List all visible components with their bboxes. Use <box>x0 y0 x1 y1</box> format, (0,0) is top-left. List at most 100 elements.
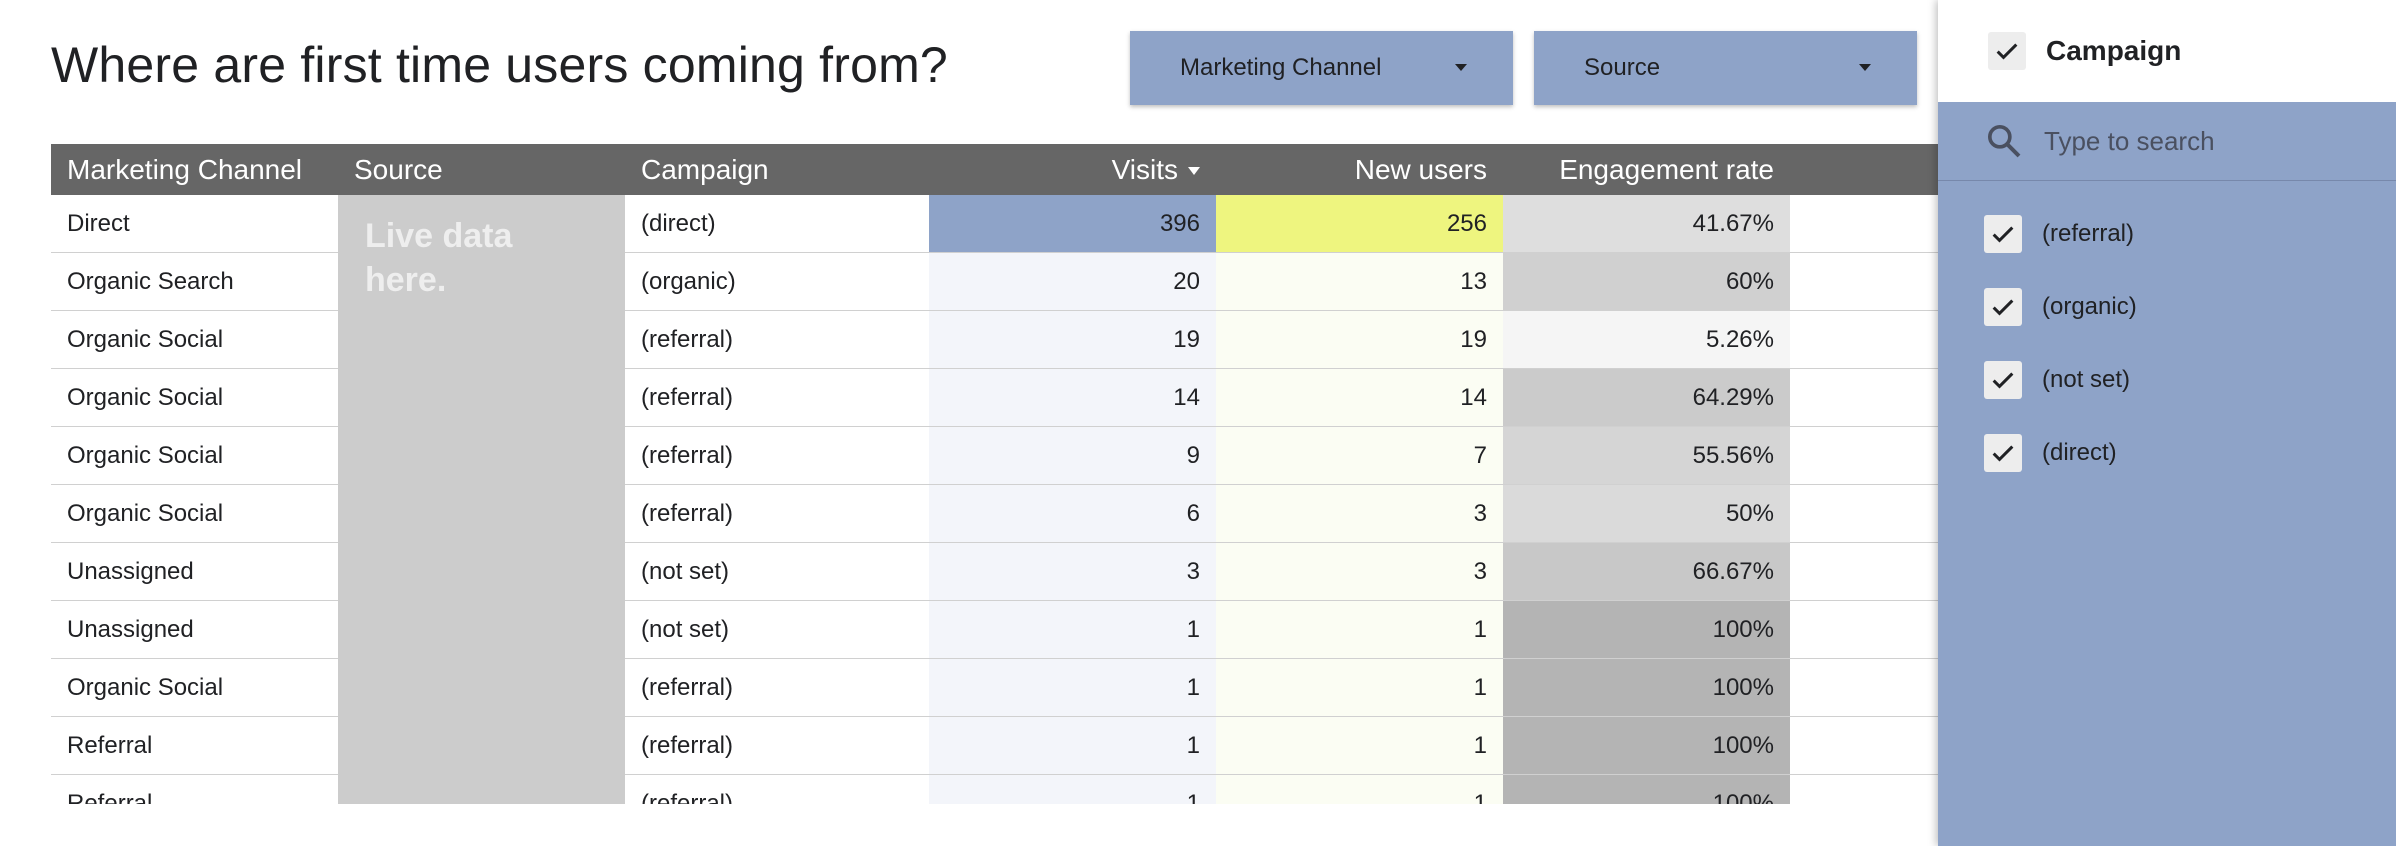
new-users-cell: 14 <box>1216 368 1503 427</box>
checkmark-icon <box>1992 372 2014 389</box>
new-users-cell: 1 <box>1216 600 1503 659</box>
campaign-cell: (referral) <box>625 310 929 369</box>
engagement-rate-cell: 66.67% <box>1503 542 1790 601</box>
table-row[interactable]: Unassigned (not set) 1 1 100% <box>51 600 1990 659</box>
campaign-option[interactable]: (organic) <box>1938 270 2396 343</box>
visits-cell: 1 <box>929 774 1216 804</box>
checkmark-icon <box>1996 43 2018 60</box>
new-users-cell: 1 <box>1216 774 1503 804</box>
option-label: (not set) <box>2042 365 2131 393</box>
panel-header-label: Campaign <box>2046 35 2182 66</box>
table-header-row: Marketing Channel Source Campaign Visits… <box>51 144 1990 195</box>
campaign-cell: (referral) <box>625 368 929 427</box>
campaign-cell: (referral) <box>625 658 929 717</box>
table-row[interactable]: Organic Social (referral) 19 19 5.26% <box>51 310 1990 369</box>
option-checkbox[interactable] <box>1984 433 2022 472</box>
checkmark-icon <box>1992 445 2014 462</box>
campaign-option[interactable]: (not set) <box>1938 343 2396 416</box>
campaign-cell: (referral) <box>625 774 929 804</box>
option-label: (organic) <box>2042 292 2137 320</box>
table-row[interactable]: Organic Social (referral) 14 14 64.29% <box>51 368 1990 427</box>
campaign-option[interactable]: (referral) <box>1938 197 2396 270</box>
new-users-cell: 7 <box>1216 426 1503 485</box>
column-header-visits-label: Visits <box>1111 153 1178 185</box>
visits-cell: 1 <box>929 658 1216 717</box>
table-row[interactable]: Referral (referral) 1 1 100% <box>51 774 1990 804</box>
new-users-cell: 3 <box>1216 542 1503 601</box>
column-header-marketing-channel[interactable]: Marketing Channel <box>51 144 338 195</box>
engagement-rate-cell: 100% <box>1503 658 1790 717</box>
sort-descending-icon[interactable] <box>1188 167 1200 176</box>
channel-cell: Referral <box>51 774 338 804</box>
marketing-channel-filter-button[interactable]: Marketing Channel <box>1130 31 1513 105</box>
campaign-cell: (referral) <box>625 716 929 775</box>
channel-cell: Organic Social <box>51 310 338 369</box>
checkmark-icon <box>1992 299 2014 316</box>
marketing-channel-filter-label: Marketing Channel <box>1180 54 1382 81</box>
visits-cell: 3 <box>929 542 1216 601</box>
new-users-cell: 13 <box>1216 252 1503 311</box>
new-users-cell: 1 <box>1216 658 1503 717</box>
source-placeholder: Live data here. <box>349 200 611 804</box>
engagement-rate-cell: 100% <box>1503 774 1790 804</box>
column-header-source[interactable]: Source <box>338 144 625 195</box>
visits-cell: 396 <box>929 195 1216 253</box>
table-row[interactable]: Organic Social (referral) 9 7 55.56% <box>51 426 1990 485</box>
campaign-filter-panel: Campaign Type to search (referral) (organ… <box>1938 0 2396 846</box>
campaign-cell: (not set) <box>625 542 929 601</box>
engagement-rate-cell: 100% <box>1503 600 1790 659</box>
option-checkbox[interactable] <box>1984 214 2022 253</box>
engagement-rate-cell: 5.26% <box>1503 310 1790 369</box>
table-row[interactable]: Referral (referral) 1 1 100% <box>51 716 1990 775</box>
column-header-visits[interactable]: Visits <box>929 144 1216 195</box>
option-checkbox[interactable] <box>1984 360 2022 399</box>
new-users-cell: 19 <box>1216 310 1503 369</box>
caret-down-icon <box>1455 64 1467 71</box>
campaign-cell: (referral) <box>625 484 929 543</box>
channel-cell: Unassigned <box>51 542 338 601</box>
option-label: (referral) <box>2042 219 2135 247</box>
channel-cell: Direct <box>51 195 338 253</box>
channel-cell: Referral <box>51 716 338 775</box>
table-row[interactable]: Organic Search (organic) 20 13 60% <box>51 252 1990 311</box>
table-row[interactable]: Direct (direct) 396 256 41.67% <box>51 195 1990 253</box>
option-list: (referral) (organic) (not set) (direct) <box>1938 197 2396 489</box>
engagement-rate-cell: 64.29% <box>1503 368 1790 427</box>
new-users-cell: 256 <box>1216 195 1503 253</box>
select-all-checkbox[interactable] <box>1988 32 2026 70</box>
engagement-rate-cell: 60% <box>1503 252 1790 311</box>
new-users-cell: 1 <box>1216 716 1503 775</box>
visits-cell: 9 <box>929 426 1216 485</box>
channel-cell: Organic Social <box>51 484 338 543</box>
engagement-rate-cell: 55.56% <box>1503 426 1790 485</box>
channel-cell: Unassigned <box>51 600 338 659</box>
checkmark-icon <box>1992 226 2014 243</box>
caret-down-icon <box>1859 64 1871 71</box>
channel-cell: Organic Social <box>51 426 338 485</box>
column-header-new-users[interactable]: New users <box>1216 144 1503 195</box>
option-label: (direct) <box>2042 438 2117 466</box>
visits-cell: 1 <box>929 600 1216 659</box>
campaign-cell: (organic) <box>625 252 929 311</box>
engagement-rate-cell: 100% <box>1503 716 1790 775</box>
source-filter-button[interactable]: Source <box>1534 31 1917 105</box>
table-row[interactable]: Organic Social (referral) 1 1 100% <box>51 658 1990 717</box>
channel-cell: Organic Search <box>51 252 338 311</box>
engagement-rate-cell: 50% <box>1503 484 1790 543</box>
page-title: Where are first time users coming from? <box>51 37 948 93</box>
source-filter-label: Source <box>1584 54 1661 81</box>
campaign-cell: (not set) <box>625 600 929 659</box>
campaign-select-all[interactable]: Campaign <box>1938 0 2396 102</box>
channel-cell: Organic Social <box>51 368 338 427</box>
campaign-cell: (direct) <box>625 195 929 253</box>
option-checkbox[interactable] <box>1984 287 2022 326</box>
engagement-rate-cell: 41.67% <box>1503 195 1790 253</box>
table-row[interactable]: Unassigned (not set) 3 3 66.67% <box>51 542 1990 601</box>
column-header-engagement-rate[interactable]: Engagement rate <box>1503 144 1790 195</box>
campaign-option[interactable]: (direct) <box>1938 416 2396 489</box>
channel-cell: Organic Social <box>51 658 338 717</box>
panel-search-input[interactable]: Type to search <box>1938 102 2396 181</box>
table-row[interactable]: Organic Social (referral) 6 3 50% <box>51 484 1990 543</box>
column-header-campaign[interactable]: Campaign <box>625 144 929 195</box>
visits-cell: 6 <box>929 484 1216 543</box>
